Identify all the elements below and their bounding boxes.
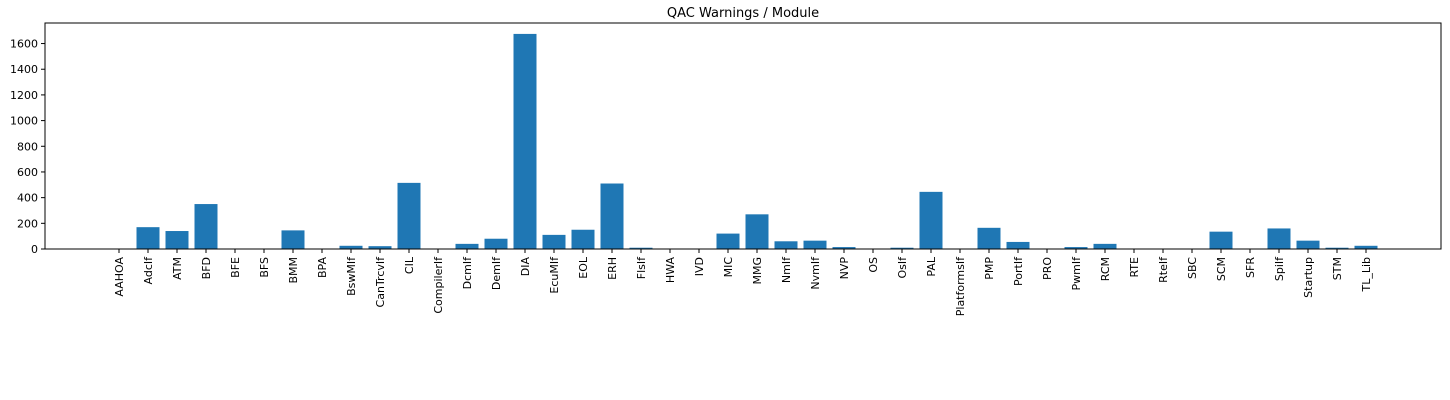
bar-PwmIf: [1064, 247, 1088, 249]
x-tick-label: DIA: [519, 257, 532, 277]
bar-EOL: [571, 229, 595, 249]
bar-NVP: [832, 247, 856, 249]
bar-Startup: [1296, 240, 1320, 249]
y-tick-label: 1000: [10, 115, 38, 128]
x-tick-label: CanTrcvIf: [374, 256, 387, 308]
y-tick-label: 600: [17, 166, 38, 179]
x-tick-label: EOL: [577, 256, 590, 279]
x-tick-label: OS: [867, 257, 880, 273]
x-tick-label: Startup: [1302, 257, 1315, 298]
bar-CanTrcvIf: [368, 246, 392, 249]
x-tick-label: PRO: [1041, 257, 1054, 280]
bar-PortIf: [1006, 241, 1030, 249]
x-tick-label: CIL: [403, 256, 416, 274]
x-tick-label: OsIf: [896, 256, 909, 279]
bar-RCM: [1093, 243, 1117, 249]
bar-NvmIf: [803, 240, 827, 249]
x-tick-label: BswMIf: [345, 256, 358, 296]
y-tick-label: 1600: [10, 38, 38, 51]
x-tick-label: NmIf: [780, 256, 793, 283]
x-tick-label: BFD: [200, 257, 213, 279]
y-tick-label: 1200: [10, 89, 38, 102]
bar-STM: [1325, 247, 1349, 249]
x-tick-label: RCM: [1099, 257, 1112, 281]
y-tick-label: 0: [31, 243, 38, 256]
x-tick-label: DcmIf: [461, 256, 474, 289]
x-tick-label: PlatformsIf: [954, 256, 967, 316]
x-tick-label: RteIf: [1157, 256, 1170, 283]
x-tick-label: SFR: [1244, 257, 1257, 278]
bar-SpiIf: [1267, 228, 1291, 249]
y-tick-label: 400: [17, 192, 38, 205]
x-tick-label: CompilerIf: [432, 256, 445, 314]
bar-ATM: [165, 231, 189, 249]
x-tick-label: STM: [1331, 257, 1344, 280]
bar-TL_Lib: [1354, 245, 1378, 249]
bar-NmIf: [774, 241, 798, 249]
bar-CIL: [397, 182, 421, 249]
x-tick-label: PwmIf: [1070, 256, 1083, 291]
y-tick-label: 1400: [10, 63, 38, 76]
y-tick-label: 800: [17, 140, 38, 153]
bar-SCM: [1209, 231, 1233, 249]
plot-frame: [44, 22, 1442, 250]
bar-BFD: [194, 204, 218, 249]
x-tick-label: DemIf: [490, 256, 503, 290]
x-tick-label: PMP: [983, 257, 996, 280]
y-tick-label: 200: [17, 217, 38, 230]
bar-ERH: [600, 183, 624, 249]
x-tick-label: NVP: [838, 257, 851, 280]
x-tick-label: HWA: [664, 257, 677, 284]
bar-BMM: [281, 230, 305, 249]
x-tick-label: IVD: [693, 257, 706, 276]
x-tick-label: BFE: [229, 257, 242, 278]
bar-FlsIf: [629, 247, 653, 249]
x-tick-label: EcuMIf: [548, 256, 561, 294]
x-tick-label: ERH: [606, 257, 619, 280]
x-axis: AAHOA AdcIf ATM BFD BFE BFS BMM BPA BswMIf CanTrc…: [113, 249, 1373, 316]
y-axis: 0 200 400 600 800 1000 1200 1400 1600: [10, 38, 45, 256]
x-tick-label: NvmIf: [809, 256, 822, 290]
x-tick-label: BMM: [287, 257, 300, 284]
bar-DcmIf: [455, 243, 479, 249]
bar-OsIf: [890, 247, 914, 249]
x-tick-label: PAL: [925, 256, 938, 276]
chart-title: QAC Warnings / Module: [667, 6, 819, 21]
bar-MIC: [716, 233, 740, 249]
x-tick-label: PortIf: [1012, 256, 1025, 286]
x-tick-label: BFS: [258, 257, 271, 278]
x-tick-label: ATM: [171, 257, 184, 280]
x-tick-label: SCM: [1215, 257, 1228, 281]
bar-EcuMIf: [542, 234, 566, 249]
x-tick-label: BPA: [316, 257, 329, 278]
bar-BswMIf: [339, 245, 363, 249]
x-tick-label: FlsIf: [635, 256, 648, 279]
x-tick-label: AAHOA: [113, 257, 126, 297]
bar-MMG: [745, 214, 769, 249]
x-tick-label: MMG: [751, 257, 764, 285]
x-tick-label: MIC: [722, 257, 735, 278]
x-tick-label: SBC: [1186, 257, 1199, 279]
bar-PAL: [919, 191, 943, 249]
bar-PMP: [977, 227, 1001, 249]
x-tick-label: TL_Lib: [1360, 257, 1373, 293]
x-tick-label: RTE: [1128, 257, 1141, 278]
bar-AdcIf: [136, 227, 160, 249]
bar-DIA: [513, 33, 537, 250]
bars-layer: [136, 33, 1378, 250]
bar-DemIf: [484, 238, 508, 249]
x-tick-label: SpiIf: [1273, 256, 1286, 281]
x-tick-label: AdcIf: [142, 256, 155, 285]
